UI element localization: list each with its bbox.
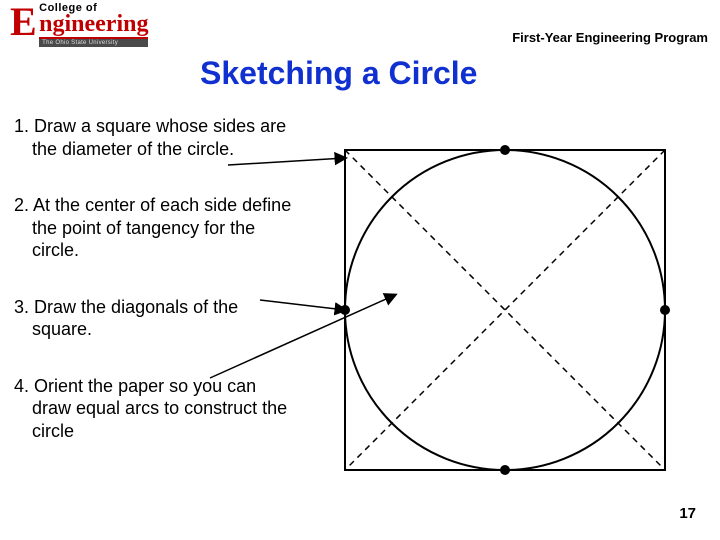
program-label: First-Year Engineering Program xyxy=(512,30,708,45)
logo-letter: E xyxy=(10,2,37,42)
step-2-text: At the center of each side define the po… xyxy=(32,195,291,260)
logo-engineering: ngineering xyxy=(39,14,148,39)
logo-subtitle: The Ohio State University xyxy=(39,39,148,47)
step-4: 4. Orient the paper so you can draw equa… xyxy=(14,375,294,443)
step-1-number: 1. xyxy=(14,116,29,136)
step-3: 3. Draw the diagonals of the square. xyxy=(14,296,294,341)
page-number: 17 xyxy=(679,505,696,522)
step-1: 1. Draw a square whose sides are the dia… xyxy=(14,115,294,160)
tangent-dot-bottom xyxy=(500,465,510,475)
logo: E College of ngineering The Ohio State U… xyxy=(10,2,148,47)
step-1-text: Draw a square whose sides are the diamet… xyxy=(32,116,286,159)
tangent-dot-top xyxy=(500,145,510,155)
circle-diagram xyxy=(325,130,685,490)
step-3-text: Draw the diagonals of the square. xyxy=(32,297,238,340)
steps-list: 1. Draw a square whose sides are the dia… xyxy=(14,115,294,476)
step-4-text: Orient the paper so you can draw equal a… xyxy=(32,376,287,441)
step-3-number: 3. xyxy=(14,297,29,317)
tangent-dot-left xyxy=(340,305,350,315)
step-2-number: 2. xyxy=(14,195,29,215)
tangent-dot-right xyxy=(660,305,670,315)
page-title: Sketching a Circle xyxy=(200,55,477,92)
step-4-number: 4. xyxy=(14,376,29,396)
step-2: 2. At the center of each side define the… xyxy=(14,194,294,262)
